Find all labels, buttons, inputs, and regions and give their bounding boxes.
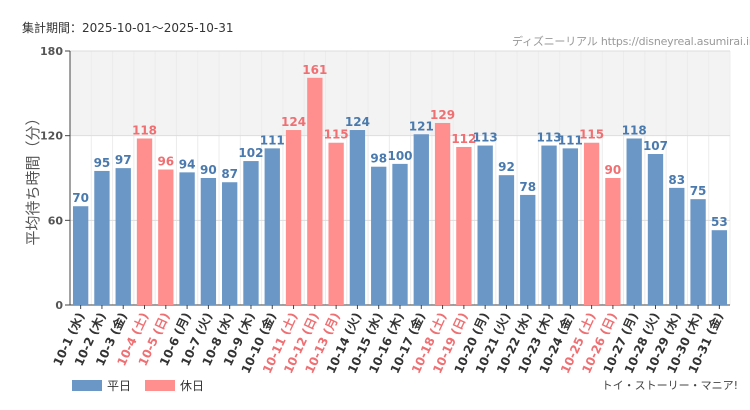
bar-value-label: 100	[387, 149, 412, 163]
bar[interactable]	[264, 148, 280, 305]
y-tick-label: 60	[48, 214, 64, 227]
bar-value-label: 112	[451, 132, 476, 146]
bar[interactable]	[72, 206, 89, 305]
bar-value-label: 98	[370, 152, 387, 166]
bar[interactable]	[562, 148, 578, 305]
bar[interactable]	[285, 130, 302, 305]
bar[interactable]	[94, 170, 110, 305]
bar[interactable]	[349, 130, 366, 305]
bar[interactable]	[115, 168, 131, 305]
bar[interactable]	[222, 182, 238, 305]
legend-label-holiday: 休日	[180, 379, 205, 393]
bar-value-label: 113	[473, 131, 498, 145]
bar-value-label: 161	[302, 63, 327, 77]
bar[interactable]	[477, 145, 493, 305]
bar-value-label: 121	[409, 119, 434, 133]
bar-value-label: 78	[519, 180, 536, 194]
bar[interactable]	[520, 194, 536, 305]
bar[interactable]	[371, 166, 387, 305]
bar[interactable]	[200, 178, 217, 305]
bar-layer	[72, 77, 728, 305]
bar-value-label: 83	[668, 173, 685, 187]
attraction-name: トイ・ストーリー・マニア!	[601, 379, 738, 392]
legend-item-weekday[interactable]: 平日	[72, 377, 131, 394]
bar[interactable]	[711, 230, 728, 305]
legend: 平日 休日	[72, 377, 204, 394]
bar-value-label: 115	[579, 128, 604, 142]
bar[interactable]	[179, 172, 195, 305]
legend-label-weekday: 平日	[107, 379, 132, 393]
bar-value-label: 102	[238, 146, 263, 160]
bar[interactable]	[243, 161, 259, 305]
bar[interactable]	[413, 134, 429, 305]
bar[interactable]	[434, 122, 451, 305]
legend-swatch-holiday	[145, 380, 176, 391]
bar[interactable]	[541, 145, 557, 305]
bar-value-label: 96	[157, 155, 174, 169]
bar-value-label: 124	[345, 115, 370, 129]
bar-value-label: 90	[605, 163, 622, 177]
bar-value-label: 70	[72, 191, 89, 205]
bar-value-label: 53	[711, 215, 728, 229]
legend-item-holiday[interactable]: 休日	[145, 377, 204, 394]
bar-value-label: 118	[132, 123, 157, 137]
y-tick-label: 180	[40, 45, 63, 58]
bar-value-label: 124	[281, 115, 306, 129]
bar-value-label: 113	[537, 131, 562, 145]
bar-value-label: 95	[94, 156, 111, 170]
bar-value-label: 94	[179, 157, 196, 171]
bar[interactable]	[307, 77, 323, 305]
bar[interactable]	[158, 169, 174, 305]
legend-swatch-weekday	[72, 380, 102, 391]
bar[interactable]	[498, 175, 515, 305]
y-tick-label: 0	[55, 299, 63, 312]
bar[interactable]	[583, 142, 600, 305]
source-label: ディズニーリアル https://disneyreal.asumirai.inf…	[512, 35, 750, 48]
bar[interactable]	[328, 142, 344, 305]
bar-value-label: 129	[430, 108, 455, 122]
bar[interactable]	[392, 163, 408, 305]
bar[interactable]	[647, 154, 664, 305]
y-axis-label: 平均待ち時間（分）	[24, 110, 42, 245]
bar-value-label: 107	[643, 139, 668, 153]
bar-value-label: 111	[558, 133, 583, 147]
shaded-band	[70, 51, 730, 136]
bar-value-label: 115	[324, 128, 349, 142]
bar-value-label: 90	[200, 163, 217, 177]
y-tick-label: 120	[40, 130, 63, 143]
bar-value-label: 97	[115, 153, 132, 167]
period-label: 集計期間：2025-10-01～2025-10-31	[22, 21, 234, 35]
bar[interactable]	[690, 199, 706, 305]
bar[interactable]	[669, 187, 685, 305]
bar-value-label: 111	[260, 133, 285, 147]
bar-value-label: 87	[221, 167, 238, 181]
bar-value-label: 75	[690, 184, 707, 198]
bar[interactable]	[456, 146, 472, 305]
bar[interactable]	[626, 138, 642, 305]
bar[interactable]	[605, 178, 621, 305]
bar[interactable]	[136, 138, 153, 305]
bar-value-label: 92	[498, 160, 515, 174]
bar-value-label: 118	[622, 123, 647, 137]
